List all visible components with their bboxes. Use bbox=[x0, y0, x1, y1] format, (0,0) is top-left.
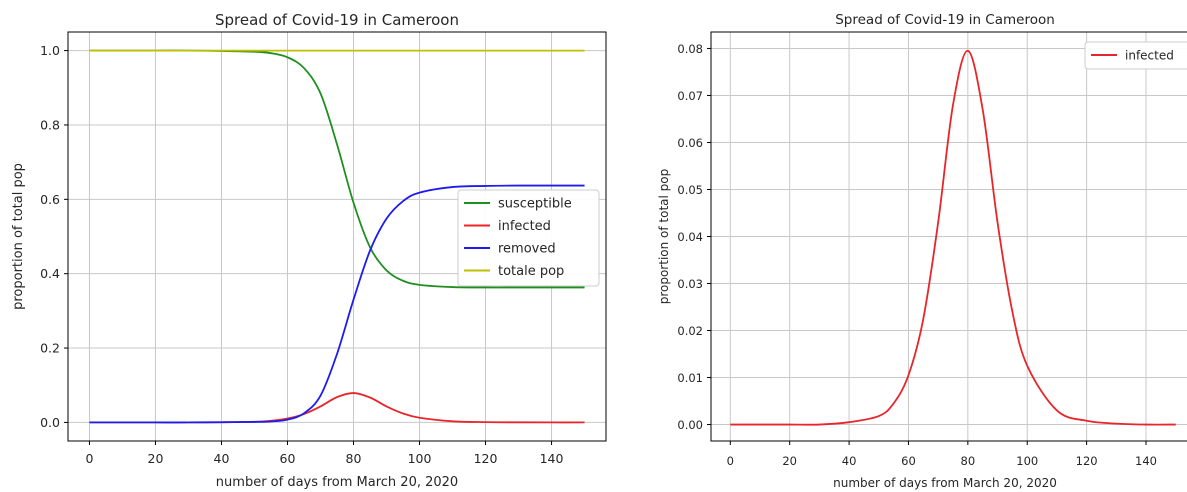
legend-label: totale pop bbox=[498, 264, 564, 279]
y-tick-label: 0.00 bbox=[677, 418, 703, 432]
x-tick-label: 60 bbox=[901, 454, 916, 468]
x-axis-label: number of days from March 20, 2020 bbox=[833, 476, 1057, 490]
chart-2: 0 20 40 60 80 100 120 140 0.00 0.01 0.02 0.03 0.04 0.… bbox=[657, 12, 1187, 490]
x-tick-label: 100 bbox=[1016, 454, 1038, 468]
legend: infected bbox=[1084, 41, 1187, 70]
y-tick-label: 0.01 bbox=[677, 371, 703, 385]
legend-label: infected bbox=[498, 219, 551, 234]
x-tick-label: 60 bbox=[280, 451, 296, 466]
y-tick-label: 0.06 bbox=[677, 136, 703, 150]
x-axis-label: number of days from March 20, 2020 bbox=[216, 475, 458, 490]
y-tick-label: 0.03 bbox=[677, 277, 703, 291]
chart-title: Spread of Covid-19 in Cameroon bbox=[215, 11, 459, 29]
y-tick-label: 0.2 bbox=[40, 341, 60, 356]
x-tick-label: 20 bbox=[148, 451, 164, 466]
series-line-infected bbox=[89, 392, 585, 424]
series-line-removed bbox=[89, 184, 585, 424]
legend-label: susceptible bbox=[498, 197, 572, 212]
y-axis-label: proportion of total pop bbox=[11, 163, 26, 310]
series-group bbox=[89, 49, 585, 424]
y-tick-label: 0.0 bbox=[40, 415, 60, 430]
x-tick-label: 40 bbox=[214, 451, 230, 466]
x-tick-label: 20 bbox=[782, 454, 797, 468]
y-tick-label: 1.0 bbox=[40, 43, 60, 58]
x-tick-label: 120 bbox=[474, 451, 498, 466]
plot-frame bbox=[67, 31, 607, 442]
x-tick-label: 120 bbox=[1076, 454, 1098, 468]
x-tick-label: 80 bbox=[346, 451, 362, 466]
x-tick-label: 40 bbox=[842, 454, 857, 468]
x-tick-label: 0 bbox=[85, 451, 93, 466]
chart-1: 0 20 40 60 80 100 120 140 0.0 0.2 0.4 0.6 0.8 1.0 Spre… bbox=[11, 11, 607, 490]
x-tick-label: 0 bbox=[727, 454, 734, 468]
x-tick-label: 140 bbox=[540, 451, 564, 466]
legend-label: removed bbox=[498, 242, 556, 257]
y-tick-label: 0.08 bbox=[677, 42, 703, 56]
y-tick-label: 0.05 bbox=[677, 183, 703, 197]
y-tick-label: 0.04 bbox=[677, 230, 703, 244]
chart-title: Spread of Covid-19 in Cameroon bbox=[835, 12, 1055, 28]
x-tick-label: 140 bbox=[1135, 454, 1157, 468]
legend-label: infected bbox=[1125, 49, 1174, 63]
y-tick-label: 0.6 bbox=[40, 192, 60, 207]
legend-box bbox=[457, 189, 600, 287]
series-group bbox=[730, 49, 1176, 426]
y-tick-label: 0.07 bbox=[677, 89, 703, 103]
legend: susceptible infected removed totale pop bbox=[457, 189, 600, 287]
grid bbox=[711, 32, 1187, 441]
y-tick-label: 0.8 bbox=[40, 117, 60, 132]
series-line-infected bbox=[730, 49, 1176, 426]
y-tick-label: 0.02 bbox=[677, 324, 703, 338]
x-tick-label: 80 bbox=[961, 454, 976, 468]
x-tick-label: 100 bbox=[408, 451, 432, 466]
legend-box bbox=[1084, 41, 1187, 70]
y-tick-label: 0.4 bbox=[40, 266, 60, 281]
y-axis-label: proportion of total pop bbox=[657, 169, 671, 305]
